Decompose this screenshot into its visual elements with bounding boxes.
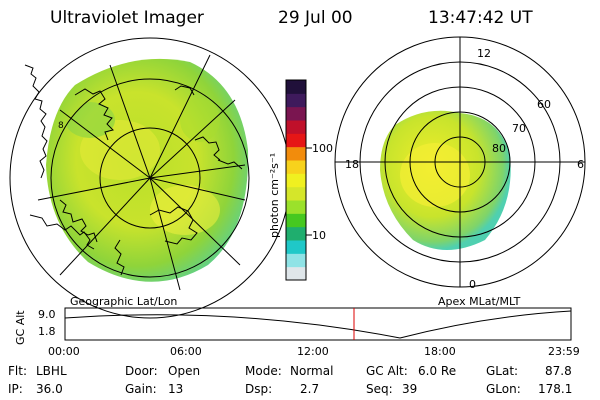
mlt-label-6: 6: [577, 158, 584, 171]
gcalt-label: GC Alt:: [366, 364, 408, 378]
colorbar-band: [286, 160, 306, 174]
mode-value: Normal: [290, 364, 334, 378]
right-panel-label: Apex MLat/MLT: [438, 295, 521, 308]
dsp-label: Dsp:: [245, 382, 273, 396]
colorbar: [285, 79, 312, 281]
left-panel-label: Geographic Lat/Lon: [70, 295, 178, 308]
gcalt-value: 6.0 Re: [418, 364, 457, 378]
gain-label: Gain:: [125, 382, 157, 396]
orbit-ylabel: GC Alt: [14, 310, 27, 345]
colorbar-band: [286, 93, 306, 108]
orbit-xtick-0600: 06:00: [170, 345, 202, 358]
svg-text:8: 8: [58, 121, 64, 131]
gain-value: 13: [168, 382, 184, 396]
flt-value: LBHL: [36, 364, 67, 378]
colorbar-band: [286, 213, 306, 228]
mlat-label-70: 70: [512, 122, 526, 135]
ip-label: IP:: [8, 382, 23, 396]
colorbar-band: [286, 173, 306, 188]
mlt-label-12: 12: [477, 47, 491, 60]
orbit-xtick-1800: 18:00: [424, 345, 456, 358]
ip-value: 36.0: [36, 382, 63, 396]
geographic-map: 8: [9, 37, 291, 319]
seq-value: 39: [402, 382, 418, 396]
altitude-curve: [64, 310, 572, 339]
glon-value: 178.1: [538, 382, 573, 396]
colorbar-band: [286, 226, 306, 241]
colorbar-tick-100: 100: [312, 142, 333, 155]
coastlines: [24, 64, 243, 276]
lat-lon-grid: [9, 37, 291, 319]
colorbar-unit-label: photon cm⁻²s⁻¹: [268, 152, 281, 238]
glat-label: GLat:: [486, 364, 519, 378]
colorbar-band: [286, 120, 306, 134]
door-label: Door:: [125, 364, 158, 378]
door-value: Open: [168, 364, 201, 378]
mlat-label-80: 80: [492, 142, 506, 155]
flt-label: Flt:: [8, 364, 27, 378]
orbit-xtick-2359: 23:59: [548, 345, 580, 358]
mlat-mlt-plot: [334, 36, 586, 288]
glon-label: GLon:: [486, 382, 521, 396]
colorbar-band: [286, 186, 306, 201]
colorbar-band: [286, 80, 306, 94]
glat-value: 87.8: [545, 364, 572, 378]
colorbar-band: [286, 240, 306, 254]
polar-grid: [334, 36, 586, 288]
app-title: Ultraviolet Imager: [50, 8, 204, 28]
mlat-label-60: 60: [537, 98, 551, 111]
orbit-xtick-1200: 12:00: [297, 345, 329, 358]
orbit-ytick-high: 9.0: [38, 308, 56, 321]
colorbar-band: [286, 133, 306, 148]
mlt-label-18: 18: [345, 158, 359, 171]
colorbar-band: [286, 266, 306, 281]
image-time: 13:47:42 UT: [428, 8, 533, 28]
orbit-xtick-0000: 00:00: [48, 345, 80, 358]
colorbar-band: [286, 106, 306, 121]
colorbar-band: [286, 200, 306, 214]
colorbar-tick-10: 10: [312, 229, 326, 242]
mode-label: Mode:: [245, 364, 282, 378]
image-date: 29 Jul 00: [278, 8, 353, 28]
colorbar-band: [286, 146, 306, 161]
dsp-value: 2.7: [300, 382, 320, 396]
colorbar-band: [286, 253, 306, 268]
mlt-label-0: 0: [469, 278, 476, 291]
orbit-altitude-plot: [64, 307, 572, 341]
seq-label: Seq:: [366, 382, 393, 396]
orbit-ytick-low: 1.8: [38, 325, 56, 338]
